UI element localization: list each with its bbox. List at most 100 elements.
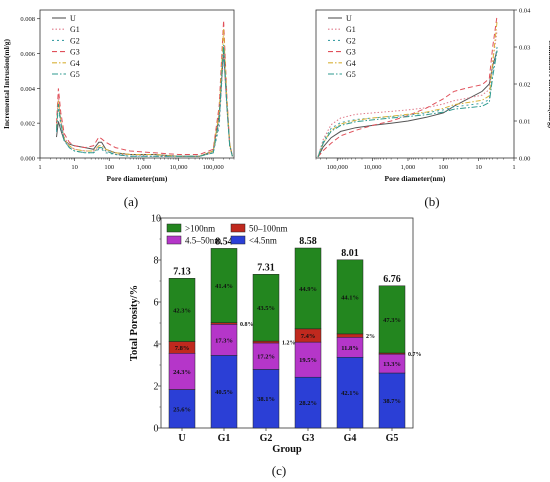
bar-segment-45nm: [168, 389, 196, 429]
legend-label: G1: [346, 25, 356, 34]
segment-percent-label: 47.3%: [383, 317, 401, 324]
panel-a-incremental-intrusion: 1 10 100 1,000 10,000 100,000 0.000 0.002 0.004 0…: [2, 9, 235, 209]
panel-label: (a): [124, 194, 138, 209]
y-tick-label: 10: [151, 214, 161, 225]
series-line-g1: [317, 30, 498, 158]
panel-label: (c): [272, 463, 286, 478]
y-axis-label: Total Porosity/%: [129, 285, 140, 361]
bar-segment-4550nm: [210, 324, 238, 356]
bar-segment-50100nm: [252, 340, 280, 344]
y-tick-label: 2: [154, 382, 159, 393]
y-tick-label: 0.000: [20, 156, 35, 163]
series-line-g1: [56, 53, 233, 157]
segment-percent-label: 42.3%: [173, 307, 191, 314]
series-line-g5: [56, 44, 233, 157]
series-line-g5: [317, 50, 498, 158]
segment-percent-label: 43.5%: [257, 305, 275, 312]
x-tick-label: G5: [386, 433, 399, 444]
legend-label: 50–100nm: [249, 224, 288, 234]
segment-percent-label: 2%: [366, 334, 375, 340]
x-tick-label: 1: [512, 164, 515, 171]
bar-total-label: 7.31: [257, 262, 275, 273]
segment-percent-label: 0.7%: [408, 352, 422, 358]
series-line-u: [317, 50, 498, 158]
legend-swatch-50100nm: [230, 223, 246, 233]
series-line-g3: [56, 20, 233, 157]
bar-segment-45nm: [210, 355, 238, 429]
x-tick-label: 1,000: [401, 164, 416, 171]
y-tick-label: 0.04: [519, 8, 531, 15]
segment-percent-label: 1.2%: [282, 341, 296, 347]
bar-total-label: 6.76: [383, 274, 401, 285]
bar-segment-45nm: [252, 369, 280, 429]
x-tick-label: G4: [344, 433, 357, 444]
x-tick-label: G3: [302, 433, 315, 444]
series-line-g2: [56, 48, 233, 157]
legend-label: G5: [70, 70, 80, 79]
bar-total-label: 8.54: [215, 237, 233, 248]
bar-segment-45nm: [336, 356, 364, 429]
x-tick-label: 10: [475, 164, 482, 171]
legend-label: G3: [346, 48, 356, 57]
legend-label: 4.5–50nm: [185, 236, 221, 246]
legend-swatch-100nm: [166, 223, 182, 233]
bar-segment-100nm: [210, 248, 238, 323]
x-tick-label: 10,000: [364, 164, 382, 171]
bar-segment-4550nm: [294, 341, 322, 378]
legend-label: G4: [346, 59, 356, 68]
plot-frame: [39, 9, 235, 159]
panel-c-total-porosity: 0 2 4 6 8 10 U 25.6% 24.3% 7.8% 42.3% 7.13 G1 40.5% 17…: [129, 214, 422, 479]
bar-segment-50100nm: [336, 333, 364, 338]
bar-segment-100nm: [336, 259, 364, 335]
bar-segment-100nm: [378, 285, 406, 354]
bar-segment-100nm: [168, 278, 196, 342]
series-line-u: [56, 51, 233, 157]
legend-label: U: [346, 14, 352, 23]
legend-label: G3: [70, 48, 80, 57]
legend-label: G1: [70, 25, 80, 34]
y-axis-label: Cumulative Intrusion(ml/g): [547, 40, 550, 129]
series-line-g3: [317, 15, 498, 158]
segment-percent-label: 42.1%: [341, 390, 359, 397]
y-tick-label: 0.01: [519, 119, 530, 126]
legend-swatch-45nm: [230, 235, 246, 245]
y-tick-label: 6: [154, 298, 159, 309]
y-tick-label: 0.008: [20, 16, 35, 23]
y-tick-label: 0.002: [20, 121, 35, 128]
legend-label: G5: [346, 70, 356, 79]
x-tick-label: 100: [104, 164, 114, 171]
bar-total-label: 7.13: [173, 266, 191, 277]
series-line-g4: [317, 21, 498, 158]
x-axis-label: Group: [272, 444, 302, 455]
segment-percent-label: 17.2%: [257, 354, 275, 361]
y-tick-label: 0.02: [519, 82, 530, 89]
x-tick-label: 10: [71, 164, 78, 171]
y-tick-label: 0.03: [519, 45, 530, 52]
x-tick-label: 1: [38, 164, 41, 171]
x-tick-label: G2: [260, 433, 273, 444]
segment-percent-label: 19.5%: [299, 357, 317, 364]
bar-total-label: 8.58: [299, 236, 317, 247]
bar-segment-45nm: [378, 372, 406, 429]
segment-percent-label: 7.8%: [175, 345, 190, 352]
x-tick-label: 100,000: [327, 164, 348, 171]
series-line-g4: [56, 29, 233, 157]
x-tick-label: 100,000: [203, 164, 224, 171]
legend-label: <4.5nm: [249, 236, 277, 246]
segment-percent-label: 38.1%: [257, 396, 275, 403]
x-tick-label: G1: [218, 433, 231, 444]
bar-segment-100nm: [294, 247, 322, 330]
y-tick-label: 0.004: [20, 86, 35, 93]
bar-segment-4550nm: [252, 342, 280, 370]
legend-swatch-4550nm: [166, 235, 182, 245]
segment-percent-label: 0.8%: [240, 322, 254, 328]
bar-segment-50100nm: [210, 322, 238, 325]
legend-label: G2: [346, 36, 356, 45]
y-axis-label: Incremental Intrusion(ml/g): [2, 38, 11, 129]
x-tick-label: U: [178, 433, 185, 444]
legend-label: G4: [70, 59, 80, 68]
plot-frame: [160, 217, 414, 429]
x-tick-label: 100: [438, 164, 448, 171]
legend-label: U: [70, 14, 76, 23]
